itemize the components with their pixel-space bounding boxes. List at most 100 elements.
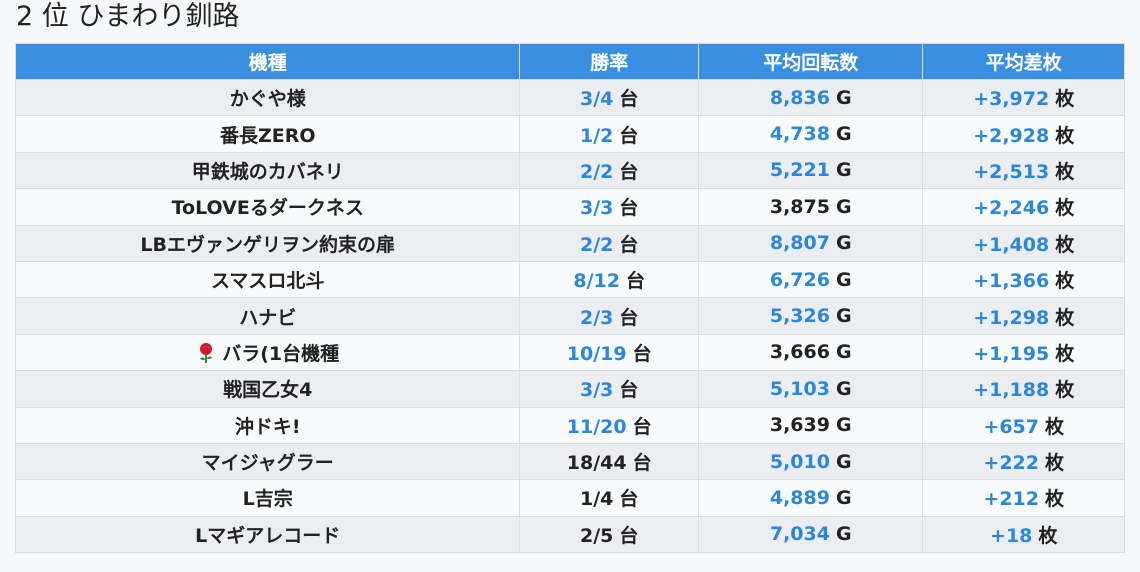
win-rate-cell: 8/12 台 — [519, 260, 699, 299]
avg-spins-cell: 4,889 G — [697, 479, 924, 517]
machine-name-cell: L吉宗 — [14, 479, 521, 517]
avg-spins-value: 7,034 — [769, 523, 830, 546]
avg-diff-value: +1,195 — [973, 342, 1050, 365]
avg-spins-unit: G — [835, 377, 852, 400]
avg-spins-unit: G — [835, 341, 852, 364]
machine-name[interactable]: LBエヴァンゲリヲン約束の扉 — [140, 233, 395, 256]
table-row[interactable]: ハナビ 2/3 台 5,326 G +1,298 枚 — [14, 297, 1125, 335]
win-rate-cell: 2/3 台 — [519, 297, 699, 335]
avg-spins-value: 5,326 — [769, 305, 830, 328]
table-row[interactable]: マイジャグラー 18/44 台 5,010 G +222 枚 — [14, 442, 1125, 481]
machine-name[interactable]: かぐや様 — [229, 88, 306, 111]
avg-spins-unit: G — [835, 232, 852, 255]
machine-name-cell: 沖ドキ! — [14, 406, 521, 444]
machine-name[interactable]: マイジャグラー — [201, 452, 334, 475]
machine-name-cell: スマスロ北斗 — [14, 260, 521, 299]
win-rate-unit: 台 — [619, 88, 639, 111]
machine-name[interactable]: ToLOVEるダークネス — [171, 197, 364, 220]
avg-spins-cell: 5,326 G — [697, 297, 924, 335]
avg-spins-unit: G — [835, 450, 852, 473]
avg-diff-value: +2,246 — [973, 197, 1050, 220]
table-row[interactable]: Lマギアレコード 2/5 台 7,034 G +18 枚 — [14, 515, 1125, 554]
machine-name[interactable]: 甲鉄城のカバネリ — [191, 160, 344, 183]
avg-spins-value: 3,639 — [769, 414, 830, 437]
avg-diff-value: +1,298 — [973, 306, 1050, 329]
machine-name[interactable]: スマスロ北斗 — [210, 270, 325, 293]
avg-spins-unit: G — [835, 305, 852, 328]
avg-diff-value: +2,513 — [973, 160, 1050, 183]
avg-spins-cell: 8,836 G — [697, 78, 924, 117]
avg-diff-unit: 枚 — [1055, 233, 1075, 256]
table-row[interactable]: スマスロ北斗 8/12 台 6,726 G +1,366 枚 — [14, 260, 1125, 299]
avg-spins-unit: G — [835, 268, 852, 291]
avg-diff-cell: +3,972 枚 — [922, 78, 1125, 117]
win-rate-value: 2/3 — [580, 306, 614, 329]
win-rate-cell: 1/4 台 — [519, 479, 699, 517]
avg-diff-unit: 枚 — [1055, 88, 1075, 111]
avg-diff-unit: 枚 — [1055, 124, 1075, 147]
table-row[interactable]: 沖ドキ! 11/20 台 3,639 G +657 枚 — [14, 406, 1125, 444]
win-rate-unit: 台 — [626, 270, 646, 293]
table-row[interactable]: LBエヴァンゲリヲン約束の扉 2/2 台 8,807 G +1,408 枚 — [14, 224, 1125, 262]
avg-diff-unit: 枚 — [1055, 197, 1075, 220]
table-row[interactable]: 甲鉄城のカバネリ 2/2 台 5,221 G +2,513 枚 — [14, 151, 1125, 190]
table-row[interactable]: かぐや様 3/4 台 8,836 G +3,972 枚 — [14, 78, 1125, 117]
win-rate-unit: 台 — [619, 306, 639, 329]
machine-name[interactable]: 番長ZERO — [219, 124, 316, 147]
table-row[interactable]: 番長ZERO 1/2 台 4,738 G +2,928 枚 — [14, 115, 1125, 153]
column-header-avg-diff[interactable]: 平均差枚 — [922, 43, 1125, 80]
avg-spins-value: 3,875 — [769, 195, 830, 218]
machine-name[interactable]: 戦国乙女4 — [223, 379, 313, 402]
table-row[interactable]: ToLOVEるダークネス 3/3 台 3,875 G +2,246 枚 — [14, 188, 1125, 226]
avg-spins-cell: 8,807 G — [697, 224, 924, 262]
column-header-avg-spins[interactable]: 平均回転数 — [697, 43, 924, 80]
avg-diff-value: +222 — [983, 452, 1040, 475]
win-rate-value: 1/4 — [580, 488, 614, 511]
win-rate-value: 3/3 — [580, 197, 614, 220]
win-rate-cell: 1/2 台 — [519, 115, 699, 153]
machine-name[interactable]: バラ(1台機種 — [222, 342, 340, 365]
avg-diff-cell: +212 枚 — [922, 479, 1125, 517]
machine-name-cell: かぐや様 — [14, 78, 521, 117]
table-row[interactable]: 戦国乙女4 3/3 台 5,103 G +1,188 枚 — [14, 370, 1125, 408]
table-row[interactable]: L吉宗 1/4 台 4,889 G +212 枚 — [14, 479, 1125, 517]
win-rate-cell: 2/5 台 — [519, 515, 699, 554]
avg-diff-cell: +2,928 枚 — [922, 115, 1125, 153]
machine-name-cell: バラ(1台機種 — [14, 333, 521, 372]
machine-name-cell: ハナビ — [14, 297, 521, 335]
avg-diff-unit: 枚 — [1055, 306, 1075, 329]
avg-spins-cell: 7,034 G — [697, 515, 924, 554]
machine-name-cell: LBエヴァンゲリヲン約束の扉 — [14, 224, 521, 262]
avg-spins-value: 8,836 — [769, 86, 830, 109]
avg-spins-unit: G — [835, 523, 852, 546]
avg-diff-unit: 枚 — [1038, 524, 1058, 547]
table-row[interactable]: バラ(1台機種 10/19 台 3,666 G +1,195 枚 — [14, 333, 1125, 372]
avg-spins-value: 4,889 — [769, 486, 830, 509]
avg-spins-cell: 5,103 G — [697, 370, 924, 408]
avg-diff-cell: +18 枚 — [922, 515, 1125, 554]
win-rate-cell: 3/3 台 — [519, 370, 699, 408]
win-rate-unit: 台 — [619, 524, 639, 547]
machine-name-cell: 戦国乙女4 — [14, 370, 521, 408]
win-rate-cell: 11/20 台 — [519, 406, 699, 444]
avg-diff-value: +657 — [983, 415, 1040, 438]
win-rate-cell: 10/19 台 — [519, 333, 699, 372]
avg-spins-cell: 5,221 G — [697, 151, 924, 190]
avg-spins-unit: G — [835, 414, 852, 437]
column-header-machine[interactable]: 機種 — [14, 43, 521, 80]
avg-diff-unit: 枚 — [1045, 415, 1065, 438]
machine-name[interactable]: ハナビ — [239, 306, 297, 329]
win-rate-value: 18/44 — [566, 452, 627, 475]
win-rate-unit: 台 — [619, 379, 639, 402]
avg-spins-value: 4,738 — [769, 123, 830, 146]
avg-spins-value: 5,221 — [769, 159, 830, 182]
win-rate-cell: 18/44 台 — [519, 442, 699, 481]
machine-name[interactable]: L吉宗 — [242, 488, 293, 511]
win-rate-unit: 台 — [619, 233, 639, 256]
win-rate-unit: 台 — [632, 342, 652, 365]
machine-name[interactable]: 沖ドキ! — [234, 415, 301, 438]
avg-spins-unit: G — [835, 486, 852, 509]
machine-name[interactable]: Lマギアレコード — [195, 524, 341, 547]
column-header-win-rate[interactable]: 勝率 — [519, 43, 699, 80]
avg-diff-cell: +657 枚 — [922, 406, 1125, 444]
